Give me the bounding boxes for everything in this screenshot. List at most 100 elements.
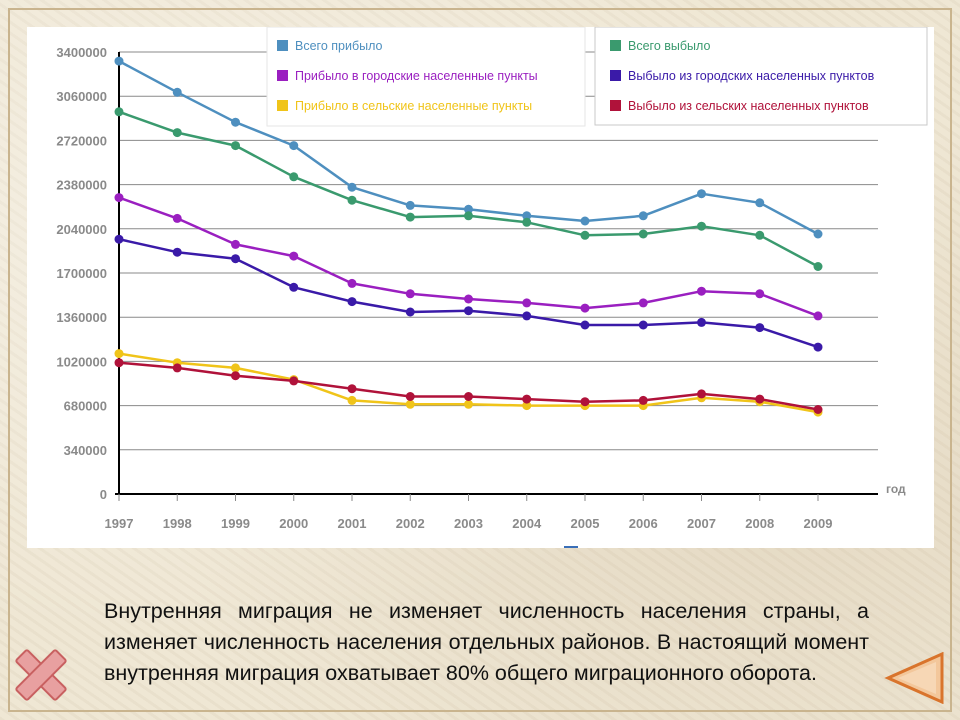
data-point: [405, 212, 415, 222]
data-point: [172, 247, 182, 257]
data-point: [405, 289, 415, 299]
legend-right-label: Выбыло из сельских населенных пунктов: [628, 99, 869, 113]
y-tick-label: 3400000: [56, 45, 107, 60]
data-point: [347, 182, 357, 192]
data-point: [580, 216, 590, 226]
legend-left-swatch: [277, 70, 288, 81]
data-point: [172, 128, 182, 138]
legend-box-right: [594, 26, 928, 126]
data-point: [114, 349, 124, 359]
data-point: [522, 311, 532, 321]
data-point: [755, 230, 765, 240]
data-point: [405, 399, 415, 409]
data-point: [522, 217, 532, 227]
data-point: [813, 405, 823, 414]
x-tick-label: 2009: [804, 516, 833, 531]
y-tick-label: 2720000: [56, 133, 107, 148]
legend-left-swatch: [277, 100, 288, 111]
x-axis-label: год: [886, 482, 906, 496]
data-point: [522, 394, 532, 404]
data-point: [813, 229, 823, 239]
data-point: [697, 221, 706, 231]
data-point: [289, 376, 299, 386]
data-point: [755, 323, 765, 333]
legend-left-label: Прибыло в городские населенные пункты: [295, 69, 538, 83]
data-point: [405, 307, 415, 317]
data-point: [464, 204, 473, 214]
data-point: [522, 401, 532, 411]
data-point: [697, 389, 706, 399]
data-point: [289, 172, 299, 182]
data-point: [697, 189, 706, 199]
legend-box-left: [266, 26, 586, 127]
body-text: Внутренняя миграция не изменяет численно…: [104, 598, 869, 685]
data-point: [347, 395, 357, 405]
migration-line-chart: 0 340000 680000 1020000 1360000 1700000 204000…: [56, 26, 928, 531]
legend-left-label: Всего прибыло: [295, 39, 383, 53]
data-point: [172, 213, 182, 223]
data-point: [114, 193, 124, 203]
triangle-back-icon[interactable]: [884, 652, 946, 704]
data-point: [464, 392, 473, 401]
data-point: [464, 399, 473, 409]
data-point: [231, 371, 240, 381]
data-point: [638, 298, 648, 308]
data-point: [638, 320, 648, 330]
data-point: [697, 317, 706, 327]
data-point: [231, 117, 240, 127]
y-tick-label: 2040000: [56, 222, 107, 237]
data-point: [580, 303, 590, 313]
legend-right-swatch: [610, 100, 621, 111]
data-point: [405, 200, 415, 210]
legend-right-label: Всего выбыло: [628, 39, 710, 53]
data-point: [289, 282, 299, 292]
data-point: [755, 198, 765, 208]
y-tick-label: 1360000: [56, 310, 107, 325]
data-point: [347, 278, 357, 288]
data-point: [231, 363, 240, 373]
data-point: [697, 286, 706, 296]
data-point: [347, 297, 357, 307]
x-tick-label: 2004: [512, 516, 542, 531]
data-point: [231, 141, 240, 151]
x-tick-label: 2008: [745, 516, 774, 531]
x-tick-label: 1998: [163, 516, 192, 531]
data-point: [813, 262, 823, 271]
data-point: [114, 358, 124, 368]
data-point: [114, 107, 124, 117]
x-tick-label: 1999: [221, 516, 250, 531]
data-point: [755, 394, 765, 404]
x-tick-label: 2007: [687, 516, 716, 531]
y-tick-label: 1020000: [56, 354, 107, 369]
data-point: [347, 384, 357, 394]
data-point: [231, 239, 240, 249]
data-point: [580, 397, 590, 407]
legend-right-swatch: [610, 40, 621, 51]
x-tick-label: 2000: [279, 516, 308, 531]
data-point: [580, 320, 590, 330]
legend-left-swatch: [277, 40, 288, 51]
y-tick-label: 340000: [64, 443, 107, 458]
data-point: [172, 363, 182, 373]
y-tick-label: 680000: [64, 399, 107, 414]
slide-frame: [8, 8, 952, 712]
data-point: [638, 211, 648, 221]
y-tick-label: 0: [100, 487, 107, 502]
data-point: [289, 141, 299, 151]
chart-panel: 0 340000 680000 1020000 1360000 1700000 204000…: [27, 26, 934, 548]
data-point: [813, 311, 823, 321]
data-point: [755, 289, 765, 299]
y-tick-label: 1700000: [56, 266, 107, 281]
data-point: [464, 306, 473, 316]
close-x-icon[interactable]: [10, 644, 72, 706]
data-point: [347, 195, 357, 205]
data-point: [638, 395, 648, 405]
data-point: [114, 56, 124, 66]
data-point: [522, 211, 532, 221]
x-tick-label: 2006: [629, 516, 658, 531]
legend-left-label: Прибыло в сельские населенные пункты: [295, 99, 532, 113]
data-point: [522, 298, 532, 308]
data-point: [114, 234, 124, 244]
data-point: [813, 342, 823, 352]
panel-marker: [564, 546, 578, 548]
